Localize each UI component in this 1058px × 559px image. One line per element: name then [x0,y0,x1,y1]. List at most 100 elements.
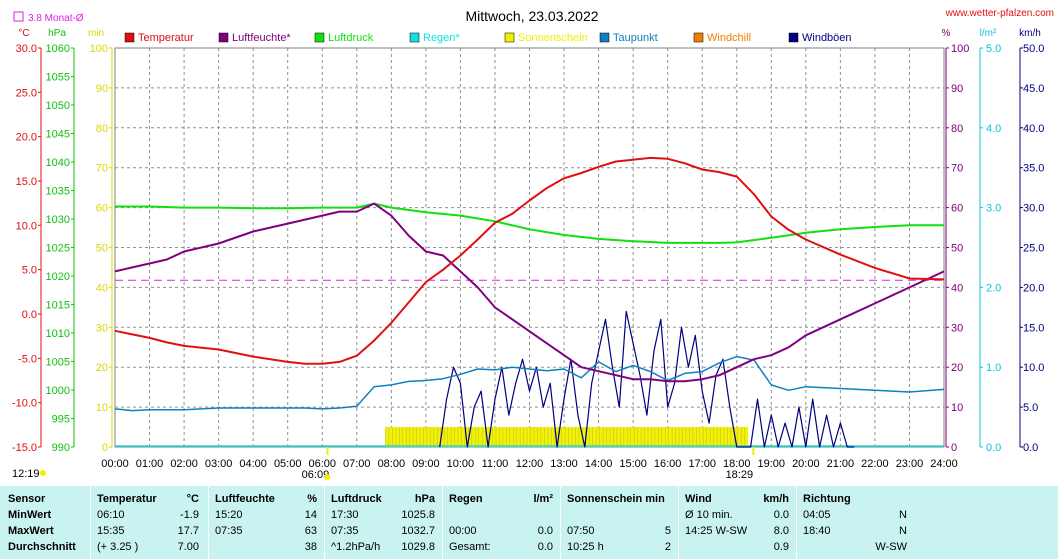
humidity-axis-tick-3: 70 [951,163,963,175]
x-tick-15: 15:00 [619,458,647,470]
stats-row: 38 [209,539,325,555]
stats-row: Durchschnitt [0,539,90,555]
stats-cell: MinWert [8,509,52,521]
stats-cell: 17:30 [331,509,359,521]
stats-col-6: Wind km/h Ø 10 min. 0.0 14:25 W-SW 8.0 0.9 [678,486,797,559]
stats-cell: 5 [664,525,671,537]
pressure-axis-unit: hPa [48,28,66,39]
x-tick-13: 13:00 [550,458,578,470]
sun-axis-tick-2: 80 [96,123,108,135]
temp-axis-tick-7: -5.0 [18,353,37,365]
rain-axis-tick-1: 4.0 [986,123,1001,135]
stats-row: Luftfeuchte% [209,491,325,507]
legend-label-7: Windböen [802,32,852,44]
series-windboeen [439,310,855,448]
wind-axis-tick-8: 10.0 [1023,362,1044,374]
temp-axis-tick-8: -10.0 [12,398,37,410]
stats-row: (+ 3.25 ) 7.00 [91,539,209,555]
x-tick-0: 00:00 [101,458,129,470]
stats-row: 14:25 W-SW 8.0 [679,523,797,539]
legend-swatch-3 [409,32,420,43]
stats-cell: 0.0 [537,541,553,553]
stats-cell: 7.00 [177,541,199,553]
stats-cell: Temperatur [97,493,157,505]
rain-axis-tick-2: 3.0 [986,203,1001,215]
stats-cell: 1025.8 [401,509,435,521]
pressure-axis-tick-0: 1060 [46,43,70,55]
x-tick-3: 03:00 [205,458,233,470]
legend-label-0: Temperatur [138,32,194,44]
stats-row: Luftdruck hPa [325,491,443,507]
stats-cell: 14:25 W-SW [685,525,748,537]
stats-row: 0.9 [679,539,797,555]
temp-axis-tick-2: 20.0 [16,132,37,144]
stats-col-3: Luftdruck hPa 17:30 1025.8 07:35 1032.7 ^1.2hP… [324,486,443,559]
legend-swatch-1 [218,32,229,43]
x-tick-4: 04:00 [239,458,267,470]
stats-row: 15:20 14 [209,507,325,523]
temp-axis-tick-3: 15.0 [16,176,37,188]
temp-axis-tick-6: 0.0 [22,309,37,321]
sun-axis-tick-4: 60 [96,203,108,215]
chart-title: Mittwoch, 23.03.2022 [465,8,598,24]
humidity-axis-tick-6: 40 [951,282,963,294]
stats-cell: hPa [414,493,435,505]
wind-axis-tick-7: 15.0 [1023,322,1044,334]
pressure-axis-tick-8: 1020 [46,271,70,283]
humidity-axis-tick-1: 90 [951,83,963,95]
pressure-axis-tick-2: 1050 [46,100,70,112]
stats-row: Richtung [797,491,917,507]
x-tick-12: 12:00 [516,458,544,470]
stats-cell: Luftdruck [331,493,382,505]
stats-row: ^1.2hPa/h 1029.8 [325,539,443,555]
legend-label-2: Luftdruck [328,32,374,44]
monthly-avg-swatch [13,11,24,22]
rain-axis-tick-3: 2.0 [986,282,1001,294]
stats-cell: % [307,493,317,505]
stats-cell: 07:50 [567,525,595,537]
legend-swatch-6 [693,32,704,43]
x-tick-10: 10:00 [447,458,475,470]
temp-axis-tick-0: 30.0 [16,43,37,55]
legend-label-5: Taupunkt [613,32,658,44]
stats-cell: W-SW [875,541,907,553]
stats-row: MaxWert [0,523,90,539]
stats-cell: MaxWert [8,525,54,537]
stats-col-5: Sonnenschein min 07:50 5 10:25 h 2 [560,486,679,559]
x-tick-1: 01:00 [136,458,164,470]
humidity-axis-tick-2: 80 [951,123,963,135]
stats-row: 04:05 N [797,507,917,523]
temp-axis-unit: °C [18,28,29,39]
stats-row: Ø 10 min. 0.0 [679,507,797,523]
site-link[interactable]: www.wetter-pfalzen.com [945,8,1054,19]
legend-swatch-0 [124,32,135,43]
stats-row: 00:00 0.0 [443,523,561,539]
temp-axis-tick-1: 25.0 [16,87,37,99]
stats-cell: 10:25 h [567,541,604,553]
humidity-axis-tick-0: 100 [951,43,969,55]
stats-cell: 8.0 [773,525,789,537]
pressure-axis-tick-13: 995 [52,414,70,426]
x-tick-11: 11:00 [482,458,509,470]
rain-axis-unit: l/m² [980,28,997,39]
stats-row: 07:35 1032.7 [325,523,443,539]
stats-row: W-SW [797,539,917,555]
stats-cell: 00:00 [449,525,477,537]
stats-row: 10:25 h 2 [561,539,679,555]
wind-axis-unit: km/h [1019,28,1041,39]
stats-cell: N [899,509,907,521]
x-tick-8: 08:00 [378,458,406,470]
x-tick-23: 23:00 [896,458,924,470]
stats-row: 18:40 N [797,523,917,539]
x-tick-20: 20:00 [792,458,820,470]
stats-cell: -1.9 [180,509,199,521]
legend-swatch-2 [314,32,325,43]
sun-axis-tick-0: 100 [90,43,108,55]
stats-cell: Durchschnitt [8,541,76,553]
legend-swatch-5 [599,32,610,43]
sunshine-bar [385,427,749,447]
wind-axis-tick-9: 5.0 [1023,402,1038,414]
chart-axes: 00:00 01:00 02:00 03:00 04:00 05:00 06:00 07:00… [12,28,1045,481]
humidity-axis-tick-9: 10 [951,402,963,414]
wind-axis-tick-0: 50.0 [1023,43,1044,55]
